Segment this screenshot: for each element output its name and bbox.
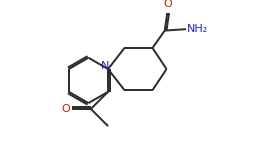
- Text: NH₂: NH₂: [187, 24, 208, 34]
- Text: N: N: [101, 61, 109, 71]
- Text: O: O: [61, 104, 70, 114]
- Text: O: O: [163, 0, 172, 9]
